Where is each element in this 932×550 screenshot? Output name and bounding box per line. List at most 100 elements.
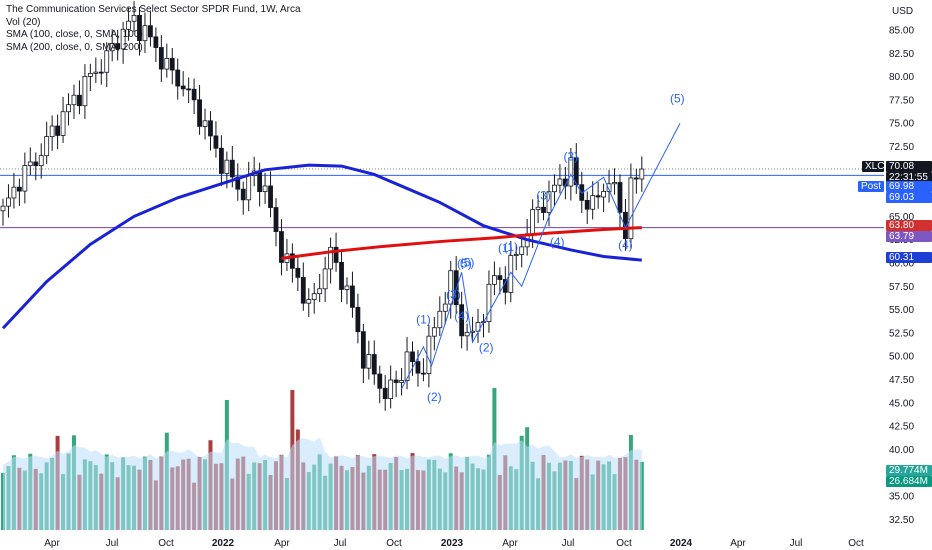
x-tick-label: 2023 (441, 538, 464, 549)
candle-body (606, 183, 612, 192)
candle-body (519, 246, 525, 255)
candle-body (268, 185, 273, 208)
price-badge-text: 29.774M (889, 465, 928, 476)
candle-body (306, 299, 312, 304)
candle-body (22, 165, 28, 192)
candle-body (442, 303, 448, 312)
candle-body (355, 306, 361, 333)
x-tick-label: Jul (790, 538, 803, 549)
y-tick-label: 50.00 (889, 352, 914, 363)
candle-body (339, 262, 344, 290)
candle-body (186, 88, 192, 91)
candle-body (415, 361, 421, 374)
candle-body (623, 211, 628, 240)
price-badge-text: 69.03 (889, 192, 914, 203)
price-badge (886, 192, 932, 203)
wave-label: (2) (479, 341, 494, 355)
elliott-wave-path (401, 122, 681, 390)
candle-body (404, 351, 410, 381)
price-axis[interactable]: USD 85.0082.5080.0077.5075.0072.5070.006… (889, 6, 914, 526)
candle-body (273, 207, 279, 232)
price-badge (862, 161, 884, 172)
y-tick-label: 52.50 (889, 328, 914, 339)
candle-body (66, 104, 71, 113)
candle-body (6, 197, 11, 207)
candle-body (459, 304, 465, 337)
candle-body (350, 285, 355, 308)
price-badge (886, 476, 932, 487)
candle-body (77, 94, 82, 107)
legend-sma200[interactable]: SMA (200, close, 0, SMA, 200) (6, 41, 143, 53)
x-tick-label: Jul (562, 538, 575, 549)
candle-body (16, 186, 22, 192)
candle-body (322, 268, 328, 290)
candle-body (197, 99, 202, 127)
candle-body (300, 276, 306, 304)
x-tick-label: Jul (334, 538, 347, 549)
candle-body (344, 285, 350, 290)
candle-body (421, 372, 426, 375)
price-badge (886, 465, 932, 476)
price-badge (886, 252, 932, 263)
candle-body (530, 209, 536, 235)
candle-body (158, 47, 164, 70)
y-tick-label: 47.50 (889, 375, 914, 386)
wave-label: (5) (670, 92, 685, 106)
y-tick-label: 42.50 (889, 422, 914, 433)
wave-label: (3) (564, 149, 579, 163)
candle-body (191, 88, 197, 101)
candle-body (595, 195, 601, 198)
candle-body (180, 85, 186, 90)
wave-label: (5) (460, 256, 475, 270)
sma200-line (1, 163, 642, 330)
candle-body (229, 159, 235, 178)
wave-label: (1) (503, 240, 518, 254)
price-badge (886, 172, 932, 183)
price-badge (886, 161, 932, 172)
wave-label: (4) (454, 309, 469, 323)
candle-body (93, 71, 99, 74)
candle-body (126, 20, 131, 30)
candle-body (60, 111, 66, 136)
price-badge (886, 220, 932, 231)
wave-label: (4) (550, 235, 565, 249)
candle-body (142, 25, 148, 42)
candle-body (410, 351, 415, 362)
price-badge-text: XLC (865, 161, 884, 172)
candle-body (333, 246, 339, 263)
x-tick-label: 2024 (670, 538, 693, 549)
candle-body (399, 380, 404, 383)
candle-body (262, 185, 268, 193)
candle-body (328, 246, 334, 270)
candle-body (295, 267, 301, 278)
candle-body (120, 28, 126, 50)
time-axis[interactable]: Apr Jul Oct 2022 Apr Jul Oct 2023 Apr Jul Oct 2024 A… (44, 538, 864, 549)
legend-title[interactable]: The Communication Services Select Sector… (6, 4, 301, 15)
candle-body (279, 231, 284, 263)
candle-body (628, 177, 634, 240)
horizontal-levels (0, 168, 884, 229)
candle-body (169, 58, 175, 71)
sma100-line (281, 226, 642, 260)
candle-body (475, 322, 481, 332)
candle-body (448, 270, 454, 305)
candle-body (491, 275, 497, 285)
wave-label: (1) (498, 241, 513, 255)
y-tick-label: 57.50 (889, 282, 914, 293)
candle-body (11, 186, 17, 199)
y-tick-label: 65.00 (889, 212, 914, 223)
candle-body (164, 58, 170, 70)
candle-body (552, 184, 557, 193)
candle-body (546, 191, 552, 213)
candle-body (612, 182, 617, 185)
y-tick-label: 32.50 (889, 515, 914, 526)
price-badge (886, 231, 932, 242)
legend-sma100[interactable]: SMA (100, close, 0, SMA, 100) (6, 29, 143, 40)
currency-label: USD (892, 6, 913, 17)
y-tick-label: 40.00 (889, 445, 914, 456)
legend-volume[interactable]: Vol (20) (6, 16, 41, 28)
candle-body (377, 373, 383, 389)
candle-body (27, 161, 33, 166)
candle-body (55, 125, 60, 136)
